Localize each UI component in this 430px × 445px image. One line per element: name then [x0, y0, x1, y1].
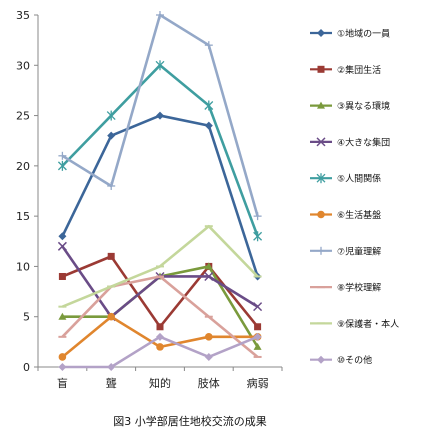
data-point: [58, 363, 67, 371]
y-tick-label: 35: [16, 9, 30, 22]
data-point: [58, 353, 67, 361]
legend-label: ①地域の一員: [337, 28, 390, 40]
chart-title: 図3 小学部居住地校交流の成果: [113, 414, 267, 428]
legend-item: ⑩その他: [310, 354, 372, 366]
series-10: [58, 332, 262, 371]
data-point: [204, 121, 213, 130]
legend-marker: [317, 29, 325, 37]
legend-marker: [317, 246, 325, 255]
data-point: [57, 241, 67, 251]
series-7: [58, 11, 262, 221]
data-point: [253, 332, 262, 341]
legend-label: ⑨保護者・本人: [337, 318, 399, 330]
legend-marker: [317, 210, 325, 219]
y-tick-label: 5: [23, 311, 30, 324]
legend-label: ⑤人間関係: [337, 174, 381, 185]
legend-marker: [316, 137, 326, 147]
data-point: [204, 271, 214, 282]
y-tick-label: 30: [16, 59, 30, 72]
data-point: [204, 100, 214, 111]
y-tick-label: 0: [23, 361, 30, 374]
data-point: [156, 11, 164, 19]
data-point: [107, 252, 115, 260]
data-point: [253, 212, 262, 221]
data-point: [156, 332, 164, 341]
data-point: [107, 181, 116, 190]
legend-item: ⑧学校理解: [310, 282, 381, 294]
data-point: [156, 323, 164, 331]
data-point: [57, 160, 67, 171]
legend-marker: [317, 355, 325, 364]
data-point: [58, 272, 66, 280]
legend-item: ③異なる環境: [310, 100, 390, 112]
legend-item: ⑦児童理解: [310, 245, 381, 257]
legend-marker: [317, 101, 325, 109]
x-tick-label: 知的: [149, 376, 171, 390]
y-tick-label: 10: [16, 260, 30, 273]
series-line: [61, 63, 259, 237]
data-point: [58, 151, 67, 160]
data-point: [253, 231, 263, 242]
x-tick-label: 聾: [106, 376, 117, 390]
legend-label: ④大きな集団: [337, 136, 390, 148]
legend-item: ⑨保護者・本人: [310, 318, 399, 330]
data-point: [58, 312, 67, 320]
legend-item: ①地域の一員: [310, 28, 390, 40]
x-tick-label: 盲: [57, 376, 68, 390]
series-1: [58, 111, 262, 281]
series-9: [58, 224, 262, 308]
legend-label: ②集団生活: [337, 64, 381, 76]
data-point: [204, 262, 213, 270]
data-point: [204, 41, 213, 50]
data-point: [205, 333, 213, 341]
data-point: [156, 343, 164, 351]
legend-label: ⑩その他: [337, 354, 372, 366]
legend-label: ⑥生活基盤: [337, 209, 381, 221]
chart-series-layer: [57, 11, 263, 371]
series-5: [57, 60, 263, 242]
legend-marker: [317, 65, 325, 73]
legend-label: ⑧学校理解: [337, 282, 381, 294]
data-point: [204, 352, 213, 361]
y-tick-label: 25: [16, 110, 30, 123]
x-tick-label: 肢体: [198, 376, 220, 390]
series-line: [62, 335, 259, 369]
legend-item: ④大きな集団: [310, 136, 390, 148]
legend-item: ⑤人間関係: [310, 173, 381, 185]
chart-legend: ①地域の一員 ②集団生活 ③異なる環境 ④大きな集団 ⑤人間関係 ⑥生活基盤 ⑦児童理解 ⑧学…: [310, 28, 399, 366]
data-point: [253, 302, 263, 312]
data-point: [58, 232, 67, 241]
legend-marker: [316, 173, 326, 184]
chart-axes: 0 5 10 15 20 25 30 35 盲 聾 知的 肢体 病弱: [16, 9, 283, 390]
y-tick-label: 15: [16, 210, 30, 223]
series-line: [61, 114, 259, 277]
data-point: [253, 342, 262, 350]
data-point: [155, 60, 165, 71]
data-point: [106, 110, 116, 121]
legend-item: ②集団生活: [310, 64, 381, 76]
data-point: [107, 131, 116, 140]
legend-item: ⑥生活基盤: [310, 209, 381, 221]
data-point: [156, 111, 164, 120]
x-tick-label: 病弱: [247, 376, 269, 390]
data-point: [107, 363, 116, 371]
legend-label: ③異なる環境: [337, 100, 390, 112]
data-point: [254, 323, 262, 331]
legend-label: ⑦児童理解: [337, 245, 381, 257]
y-tick-label: 20: [16, 160, 30, 173]
data-point: [107, 312, 115, 321]
